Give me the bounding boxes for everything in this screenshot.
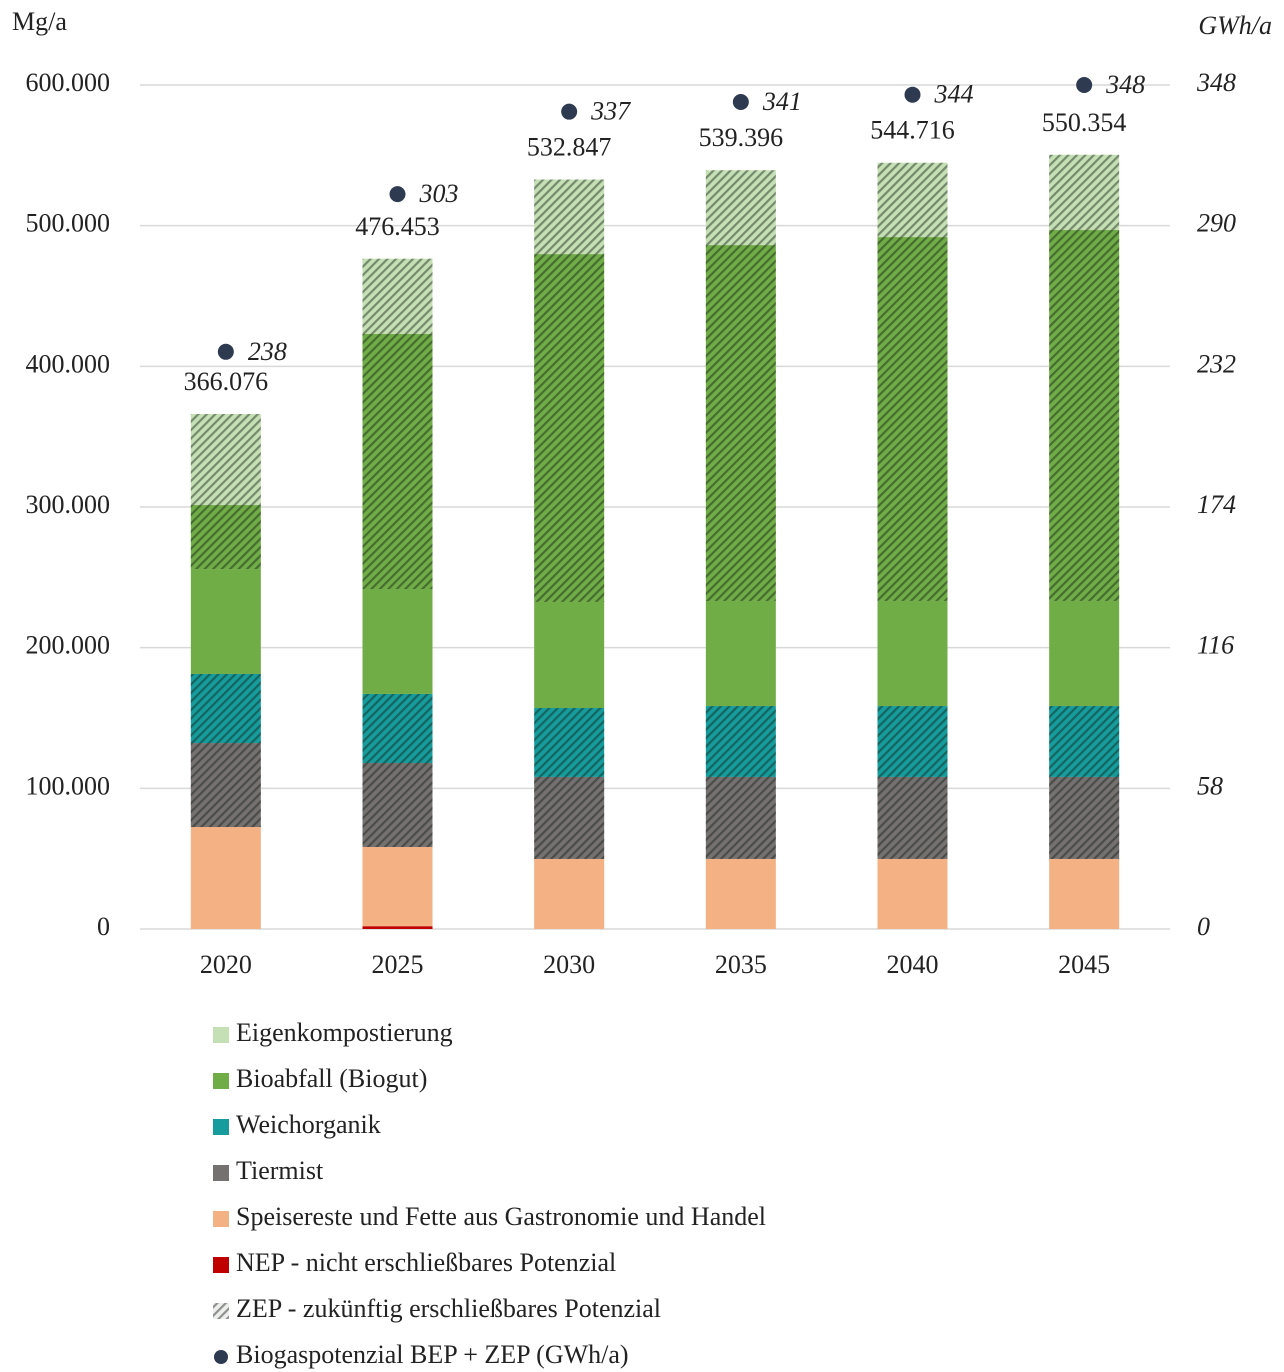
x-tick-label: 2045 <box>1058 950 1110 979</box>
bar-segment <box>877 600 948 707</box>
hatch-overlay <box>877 237 948 601</box>
bar-segment <box>877 858 948 929</box>
x-tick-label: 2020 <box>200 950 252 979</box>
y2-tick-label: 174 <box>1197 490 1236 519</box>
hatch-overlay <box>1049 230 1120 601</box>
legend-dot <box>214 1350 228 1364</box>
y-tick-label: 300.000 <box>26 490 111 519</box>
hatch-overlay <box>190 505 261 570</box>
dot <box>732 93 749 110</box>
total-label: 532.847 <box>527 132 612 161</box>
y2-tick-label: 0 <box>1197 912 1210 941</box>
total-label: 539.396 <box>699 123 784 152</box>
x-tick-label: 2040 <box>887 950 939 979</box>
legend-swatch <box>213 1073 229 1089</box>
hatch-overlay <box>534 776 605 859</box>
total-label: 476.453 <box>355 212 440 241</box>
dot <box>217 343 234 360</box>
dot-label: 303 <box>419 179 459 208</box>
y2-axis-label: GWh/a <box>1198 11 1272 40</box>
total-label: 550.354 <box>1042 108 1127 137</box>
dot <box>1076 77 1093 93</box>
y-tick-label: 200.000 <box>26 631 111 660</box>
legend-label: Eigenkompostierung <box>236 1018 453 1047</box>
hatch-overlay <box>877 776 948 859</box>
legend-swatch <box>213 1165 229 1181</box>
bar-segment <box>190 827 261 929</box>
bar-segment <box>190 569 261 674</box>
hatch-overlay <box>1049 706 1120 777</box>
hatch-overlay <box>705 706 776 777</box>
bar-segment <box>705 858 776 929</box>
x-tick-label: 2030 <box>543 950 595 979</box>
y-tick-label: 600.000 <box>26 68 111 97</box>
hatch-overlay <box>362 333 433 590</box>
hatch-overlay <box>705 245 776 601</box>
total-label: 544.716 <box>870 116 955 145</box>
y-tick-label: 100.000 <box>26 771 111 800</box>
x-tick-label: 2025 <box>372 950 424 979</box>
x-tick-label: 2035 <box>715 950 767 979</box>
y2-tick-label: 290 <box>1197 209 1236 238</box>
y-tick-label: 0 <box>97 912 110 941</box>
hatch-overlay <box>877 706 948 777</box>
legend-label: ZEP - zukünftig erschließbares Potenzial <box>236 1294 661 1323</box>
bar-segment <box>362 926 433 929</box>
legend-swatch <box>213 1119 229 1135</box>
bar-segment <box>534 858 605 929</box>
legend-swatch <box>213 1027 229 1043</box>
bar-segment <box>705 600 776 707</box>
hatch-overlay <box>1049 154 1120 231</box>
hatch-overlay <box>705 776 776 859</box>
hatch-overlay <box>534 254 605 602</box>
legend-swatch <box>213 1211 229 1227</box>
hatch-overlay <box>705 170 776 246</box>
dot-label: 238 <box>248 337 287 366</box>
dot <box>561 103 578 120</box>
hatch-overlay <box>534 708 605 777</box>
bar-segment <box>534 601 605 709</box>
y2-tick-label: 232 <box>1197 349 1236 378</box>
legend-label: Weichorganik <box>236 1110 381 1139</box>
dot-label: 337 <box>590 97 631 126</box>
hatch-overlay <box>362 258 433 334</box>
dot-label: 344 <box>934 80 974 109</box>
hatch-overlay <box>190 743 261 828</box>
dot <box>389 186 406 203</box>
legend-hatch <box>213 1303 229 1319</box>
bar-segment <box>362 589 433 694</box>
total-label: 366.076 <box>184 367 269 396</box>
hatch-overlay <box>362 763 433 847</box>
y-tick-label: 500.000 <box>26 209 111 238</box>
legend-label: NEP - nicht erschließbares Potenzial <box>236 1248 616 1277</box>
dot-label: 341 <box>762 87 802 116</box>
y2-tick-label: 348 <box>1196 68 1236 97</box>
dot <box>904 86 921 103</box>
legend-label: Biogaspotenzial BEP + ZEP (GWh/a) <box>236 1340 629 1369</box>
dot-label: 348 <box>1105 70 1145 99</box>
hatch-overlay <box>1049 776 1120 859</box>
y2-tick-label: 116 <box>1197 631 1234 660</box>
hatch-overlay <box>877 162 948 238</box>
hatch-overlay <box>362 693 433 764</box>
legend-label: Speisereste und Fette aus Gastronomie un… <box>236 1202 766 1231</box>
hatch-overlay <box>534 179 605 255</box>
bar-segment <box>1049 858 1120 929</box>
y-tick-label: 400.000 <box>26 349 111 378</box>
hatch-overlay <box>190 673 261 744</box>
y-axis-label: Mg/a <box>12 7 67 36</box>
legend-label: Tiermist <box>236 1156 324 1185</box>
bar-segment <box>1049 600 1120 707</box>
legend-label: Bioabfall (Biogut) <box>236 1064 427 1093</box>
bar-segment <box>362 846 433 927</box>
legend-swatch <box>213 1257 229 1273</box>
y2-tick-label: 58 <box>1197 771 1223 800</box>
hatch-overlay <box>190 414 261 506</box>
